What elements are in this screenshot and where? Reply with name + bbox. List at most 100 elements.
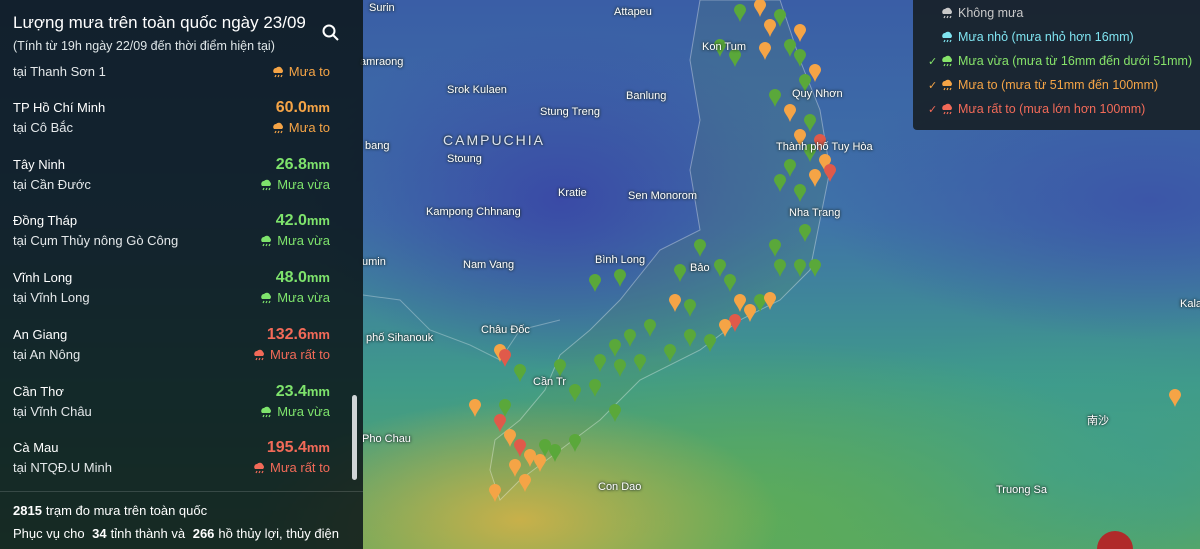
station-marker[interactable] xyxy=(509,459,521,477)
station-marker[interactable] xyxy=(534,454,546,472)
station-marker[interactable] xyxy=(729,314,741,332)
station-marker[interactable] xyxy=(549,444,561,462)
station-marker[interactable] xyxy=(569,434,581,452)
station-marker[interactable] xyxy=(799,74,811,92)
station-marker[interactable] xyxy=(799,224,811,242)
province-name: TP Hồ Chí Minh xyxy=(13,100,106,115)
station-marker[interactable] xyxy=(1169,389,1181,407)
station-marker[interactable] xyxy=(724,274,736,292)
province-name: Cà Mau xyxy=(13,440,59,456)
value: 26.8 xyxy=(275,155,307,173)
station-markers xyxy=(469,0,1181,502)
place-label: bang xyxy=(365,140,390,152)
station-marker[interactable] xyxy=(729,49,741,67)
station-marker[interactable] xyxy=(714,39,726,57)
unit: mm xyxy=(306,100,330,115)
station-marker[interactable] xyxy=(614,269,626,287)
station-marker[interactable] xyxy=(694,239,706,257)
scrollbar[interactable] xyxy=(352,395,357,480)
station-marker[interactable] xyxy=(734,4,746,22)
station-marker[interactable] xyxy=(824,164,836,182)
rain-icon xyxy=(273,66,283,78)
station-marker[interactable] xyxy=(744,304,756,322)
station-marker[interactable] xyxy=(809,64,821,82)
station-marker[interactable] xyxy=(809,169,821,187)
station-marker[interactable] xyxy=(644,319,656,337)
station-marker[interactable] xyxy=(804,144,816,162)
station-marker[interactable] xyxy=(494,414,506,432)
station-marker[interactable] xyxy=(539,439,551,457)
station-marker[interactable] xyxy=(754,0,766,17)
rain-icon xyxy=(254,462,264,474)
legend-item[interactable]: Không mưa xyxy=(928,6,1023,20)
station-marker[interactable] xyxy=(794,129,806,147)
level-text: Mưa vừa xyxy=(277,290,330,306)
legend-item[interactable]: ✓ Mưa rất to (mưa lớn hơn 100mm) xyxy=(928,102,1145,116)
station-marker[interactable] xyxy=(684,329,696,347)
station-marker[interactable] xyxy=(809,259,821,277)
station-marker[interactable] xyxy=(769,239,781,257)
station-marker[interactable] xyxy=(784,159,796,177)
place-label: Srok Kulaen xyxy=(447,84,507,96)
station-marker[interactable] xyxy=(514,439,526,457)
station-marker[interactable] xyxy=(674,264,686,282)
station-marker[interactable] xyxy=(759,42,771,60)
legend-item[interactable]: ✓ Mưa to (mưa từ 51mm đến 100mm) xyxy=(928,78,1158,92)
station-marker[interactable] xyxy=(819,154,831,172)
station-marker[interactable] xyxy=(774,174,786,192)
legend-item[interactable]: Mưa nhỏ (mưa nhỏ hơn 16mm) xyxy=(928,30,1134,44)
place-label: Con Dao xyxy=(598,481,642,493)
station-marker[interactable] xyxy=(794,24,806,42)
station-marker[interactable] xyxy=(714,259,726,277)
rain-icon xyxy=(254,349,264,361)
station-marker[interactable] xyxy=(774,9,786,27)
station-marker[interactable] xyxy=(719,319,731,337)
station-marker[interactable] xyxy=(504,429,516,447)
station-marker[interactable] xyxy=(754,294,766,312)
station-marker[interactable] xyxy=(784,39,796,57)
rain-icon xyxy=(942,55,952,67)
station-marker[interactable] xyxy=(769,89,781,107)
station-marker[interactable] xyxy=(594,354,606,372)
station-marker[interactable] xyxy=(609,404,621,422)
station-marker[interactable] xyxy=(794,259,806,277)
station-marker[interactable] xyxy=(609,339,621,357)
station-marker[interactable] xyxy=(794,49,806,67)
station-marker[interactable] xyxy=(784,104,796,122)
station-marker[interactable] xyxy=(519,474,531,492)
station-marker[interactable] xyxy=(734,294,746,312)
legend-item[interactable]: ✓ Mưa vừa (mưa từ 16mm đến dưới 51mm) xyxy=(928,54,1192,68)
station-marker[interactable] xyxy=(589,379,601,397)
level-text: Mưa to xyxy=(288,64,330,79)
station-marker[interactable] xyxy=(489,484,501,502)
station-name: tại Vĩnh Châu xyxy=(13,403,92,419)
station-marker[interactable] xyxy=(554,359,566,377)
station-marker[interactable] xyxy=(469,399,481,417)
station-marker[interactable] xyxy=(774,259,786,277)
rain-level: Mưa vừa xyxy=(259,233,330,248)
station-marker[interactable] xyxy=(814,134,826,152)
station-marker[interactable] xyxy=(569,384,581,402)
station-marker[interactable] xyxy=(669,294,681,312)
station-marker[interactable] xyxy=(514,364,526,382)
station-marker[interactable] xyxy=(499,399,511,417)
station-marker[interactable] xyxy=(499,349,511,367)
summary-line: Phục vụ cho 34 tỉnh thành và 266 hồ thủy l… xyxy=(13,526,339,541)
station-marker[interactable] xyxy=(704,334,716,352)
place-label: Stung Treng xyxy=(540,106,600,118)
station-marker[interactable] xyxy=(764,292,776,310)
station-marker[interactable] xyxy=(804,114,816,132)
station-name: tại NTQĐ.U Minh xyxy=(13,460,112,476)
station-marker[interactable] xyxy=(684,299,696,317)
station-marker[interactable] xyxy=(589,274,601,292)
station-marker[interactable] xyxy=(634,354,646,372)
place-label: Attapeu xyxy=(614,6,652,18)
station-marker[interactable] xyxy=(524,449,536,467)
station-marker[interactable] xyxy=(624,329,636,347)
station-marker[interactable] xyxy=(764,19,776,37)
station-marker[interactable] xyxy=(614,359,626,377)
search-button[interactable] xyxy=(322,24,340,42)
station-marker[interactable] xyxy=(664,344,676,362)
station-marker[interactable] xyxy=(794,184,806,202)
